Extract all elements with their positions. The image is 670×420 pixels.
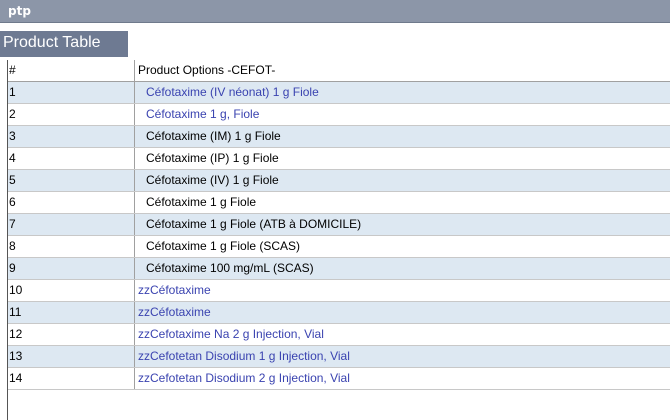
product-option[interactable]: Céfotaxime 100 mg/mL (SCAS) xyxy=(146,261,314,275)
panel-title: Product Table xyxy=(3,34,101,51)
column-header-number[interactable]: # xyxy=(8,60,135,81)
product-option[interactable]: zzCéfotaxime xyxy=(138,305,211,319)
table-row[interactable]: 3 Céfotaxime (IM) 1 g Fiole xyxy=(8,126,670,148)
product-table: # Product Options -CEFOT- 1 Céfotaxime (I… xyxy=(7,60,670,420)
product-option[interactable]: Céfotaxime 1 g Fiole (SCAS) xyxy=(146,239,301,253)
row-number: 2 xyxy=(8,104,135,125)
row-number: 1 xyxy=(8,82,135,103)
product-option[interactable]: Céfotaxime (IV) 1 g Fiole xyxy=(146,173,279,187)
table-row[interactable]: 11 zzCéfotaxime xyxy=(8,302,670,324)
row-number: 7 xyxy=(8,214,135,235)
column-header-product-options[interactable]: Product Options -CEFOT- xyxy=(138,63,276,77)
product-option[interactable]: Céfotaxime (IM) 1 g Fiole xyxy=(146,129,281,143)
row-number: 14 xyxy=(8,368,135,389)
product-option[interactable]: Céfotaxime (IV néonat) 1 g Fiole xyxy=(146,85,319,99)
row-number: 13 xyxy=(8,346,135,367)
product-option[interactable]: zzCefotetan Disodium 1 g Injection, Vial xyxy=(138,349,350,363)
row-number: 11 xyxy=(8,302,135,323)
product-option[interactable]: zzCefotaxime Na 2 g Injection, Vial xyxy=(138,327,324,341)
product-option[interactable]: Céfotaxime 1 g Fiole (ATB à DOMICILE) xyxy=(146,217,362,231)
row-number: 8 xyxy=(8,236,135,257)
window-titlebar: ptp xyxy=(0,0,670,23)
table-row[interactable]: 14 zzCefotetan Disodium 2 g Injection, Vi… xyxy=(8,368,670,390)
row-number: 10 xyxy=(8,280,135,301)
product-option[interactable]: zzCefotetan Disodium 2 g Injection, Vial xyxy=(138,371,350,385)
product-option[interactable]: Céfotaxime 1 g, Fiole xyxy=(146,107,260,121)
table-row[interactable]: 12 zzCefotaxime Na 2 g Injection, Vial xyxy=(8,324,670,346)
product-option[interactable]: Céfotaxime (IP) 1 g Fiole xyxy=(146,151,279,165)
table-row[interactable]: 5 Céfotaxime (IV) 1 g Fiole xyxy=(8,170,670,192)
table-row[interactable]: 10 zzCéfotaxime xyxy=(8,280,670,302)
window-title: ptp xyxy=(8,4,31,18)
product-option[interactable]: Céfotaxime 1 g Fiole xyxy=(146,195,257,209)
table-header-row: # Product Options -CEFOT- xyxy=(8,60,670,82)
table-row[interactable]: 6 Céfotaxime 1 g Fiole xyxy=(8,192,670,214)
table-row[interactable]: 4 Céfotaxime (IP) 1 g Fiole xyxy=(8,148,670,170)
table-row[interactable]: 9 Céfotaxime 100 mg/mL (SCAS) xyxy=(8,258,670,280)
row-number: 12 xyxy=(8,324,135,345)
row-number: 9 xyxy=(8,258,135,279)
row-number: 5 xyxy=(8,170,135,191)
table-row[interactable]: 13 zzCefotetan Disodium 1 g Injection, Vi… xyxy=(8,346,670,368)
product-option[interactable]: zzCéfotaxime xyxy=(138,283,211,297)
row-number: 4 xyxy=(8,148,135,169)
table-row[interactable]: 8 Céfotaxime 1 g Fiole (SCAS) xyxy=(8,236,670,258)
panel-header: Product Table xyxy=(0,31,128,57)
table-row[interactable]: 1 Céfotaxime (IV néonat) 1 g Fiole xyxy=(8,82,670,104)
table-row[interactable]: 2 Céfotaxime 1 g, Fiole xyxy=(8,104,670,126)
row-number: 3 xyxy=(8,126,135,147)
row-number: 6 xyxy=(8,192,135,213)
table-row[interactable]: 7 Céfotaxime 1 g Fiole (ATB à DOMICILE) xyxy=(8,214,670,236)
